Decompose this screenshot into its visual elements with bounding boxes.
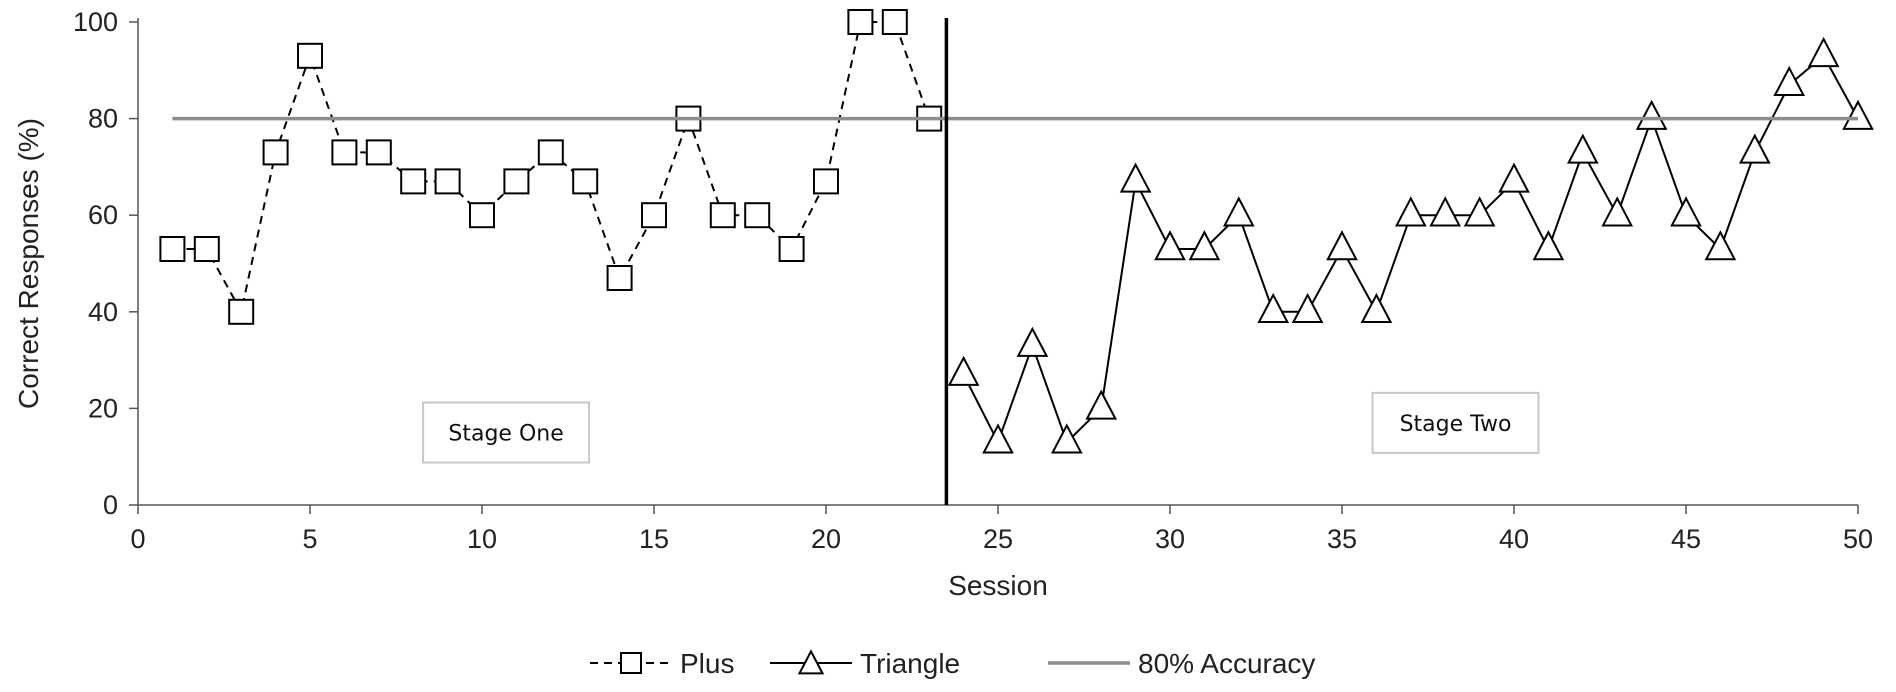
data-point xyxy=(1085,389,1118,420)
legend-label: 80% Accuracy xyxy=(1138,648,1315,679)
data-point xyxy=(228,298,255,325)
y-tick-label: 100 xyxy=(73,7,118,37)
data-point xyxy=(1635,99,1668,130)
data-point xyxy=(365,139,392,166)
data-point xyxy=(947,355,980,386)
x-tick-label: 20 xyxy=(811,524,841,554)
stage-label-box xyxy=(1371,391,1540,454)
data-point xyxy=(1050,423,1083,454)
data-point xyxy=(572,168,599,195)
legend-item: 80% Accuracy xyxy=(1048,648,1315,679)
series-group xyxy=(159,9,1874,505)
y-tick-label: 60 xyxy=(88,200,118,230)
x-tick-label: 10 xyxy=(467,524,497,554)
data-point xyxy=(1704,230,1737,261)
x-tick-label: 25 xyxy=(983,524,1013,554)
series-plus xyxy=(159,9,943,325)
y-tick-label: 80 xyxy=(88,104,118,134)
data-point xyxy=(1566,133,1599,164)
y-tick-label: 40 xyxy=(88,297,118,327)
data-point xyxy=(537,139,564,166)
x-tick-label: 5 xyxy=(302,524,317,554)
data-point xyxy=(1773,65,1806,97)
data-point xyxy=(469,202,495,229)
stage-label: Stage One xyxy=(448,422,563,447)
data-point xyxy=(297,42,323,69)
data-point xyxy=(1498,162,1530,193)
legend-label: Plus xyxy=(680,648,734,679)
legend-label: Triangle xyxy=(860,648,960,679)
stage-label-box xyxy=(422,401,591,464)
legend: Plus Triangle 80% Accuracy xyxy=(590,648,1315,679)
data-point xyxy=(1394,196,1427,227)
legend-item: Plus xyxy=(590,648,734,679)
x-tick-label: 15 xyxy=(639,524,669,554)
data-point xyxy=(1119,162,1152,193)
data-point xyxy=(709,202,736,229)
x-tick-label: 30 xyxy=(1155,524,1185,554)
y-tick-label: 0 xyxy=(103,490,118,520)
x-tick-label: 35 xyxy=(1327,524,1357,554)
data-point xyxy=(1601,196,1634,227)
data-point xyxy=(778,236,805,263)
data-point xyxy=(1360,292,1393,324)
data-point xyxy=(1670,196,1702,227)
data-point xyxy=(1738,133,1771,164)
series-triangle xyxy=(947,36,1874,454)
x-tick-label: 45 xyxy=(1671,524,1701,554)
data-point xyxy=(1257,292,1290,324)
x-tick-label: 0 xyxy=(130,524,145,554)
data-point xyxy=(641,202,667,229)
data-point xyxy=(982,423,1014,454)
data-point xyxy=(1154,230,1186,261)
series-line xyxy=(172,21,931,315)
data-point xyxy=(331,139,358,166)
data-point xyxy=(606,264,633,291)
data-point xyxy=(1016,326,1049,357)
data-point xyxy=(1842,99,1874,130)
data-point xyxy=(193,236,220,263)
data-point xyxy=(744,202,771,229)
x-tick-label: 40 xyxy=(1499,524,1529,554)
data-point xyxy=(847,9,874,35)
annotations: Stage One Stage Two xyxy=(422,391,1540,464)
data-point xyxy=(1291,292,1324,324)
y-axis-title: Correct Responses (%) xyxy=(13,118,44,409)
x-axis-title: Session xyxy=(948,570,1048,601)
data-point xyxy=(881,9,908,35)
data-point xyxy=(1532,230,1565,261)
data-point xyxy=(503,168,530,195)
data-point xyxy=(159,236,186,263)
data-point xyxy=(1463,196,1496,227)
data-point xyxy=(1429,196,1462,227)
data-point xyxy=(1188,230,1221,261)
data-point xyxy=(1807,36,1840,68)
x-tick-label: 50 xyxy=(1843,524,1873,554)
stage-label: Stage Two xyxy=(1400,412,1512,437)
data-point xyxy=(813,168,839,195)
y-tick-label: 20 xyxy=(88,393,118,423)
axes: 0 20 40 60 80 100 0 5 10 15 20 25 30 35 40 45 50 xyxy=(73,7,1873,554)
data-point xyxy=(1222,196,1255,227)
data-point xyxy=(434,168,461,195)
data-point xyxy=(1326,230,1358,261)
data-point xyxy=(262,139,289,166)
data-point xyxy=(400,168,427,195)
legend-triangle-marker xyxy=(797,649,825,675)
legend-item: Triangle xyxy=(770,648,960,679)
legend-square-marker xyxy=(620,652,642,674)
